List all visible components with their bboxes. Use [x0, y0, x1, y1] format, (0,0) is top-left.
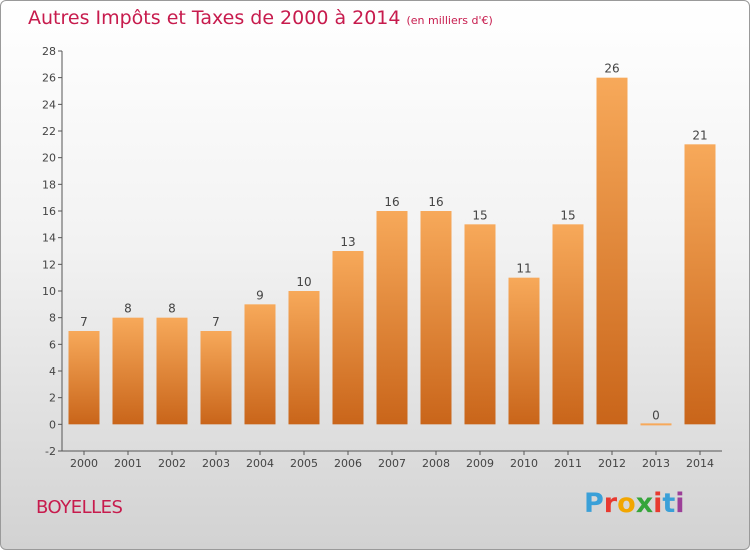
y-tick-label: 22 — [42, 125, 56, 138]
logo-letter: t — [662, 488, 676, 519]
data-label: 7 — [212, 315, 220, 329]
bar — [464, 224, 496, 425]
bar — [200, 331, 232, 425]
logo-letter: P — [584, 488, 604, 519]
x-tick-label: 2004 — [246, 457, 274, 470]
proxiti-logo[interactable]: Proxiti — [584, 488, 685, 519]
bar — [332, 251, 364, 425]
data-label: 16 — [384, 195, 399, 209]
data-label: 8 — [168, 302, 176, 316]
y-tick-label: 26 — [42, 72, 56, 85]
data-label: 11 — [516, 262, 531, 276]
chart-subtitle: (en milliers d'€) — [406, 14, 493, 27]
data-label: 13 — [340, 235, 355, 249]
x-tick-label: 2003 — [202, 457, 230, 470]
bar — [156, 317, 188, 425]
bar — [684, 144, 716, 425]
data-label: 0 — [652, 408, 660, 422]
x-tick-label: 2002 — [158, 457, 186, 470]
data-label: 10 — [296, 275, 311, 289]
y-tick-label: 6 — [49, 338, 56, 351]
x-tick-label: 2011 — [554, 457, 582, 470]
data-labels: 7 8 8 7 9 10 13 16 16 15 11 15 26 0 21 — [80, 62, 707, 423]
x-tick-label: 2009 — [466, 457, 494, 470]
y-tick-label: 14 — [42, 232, 56, 245]
bar — [552, 224, 584, 425]
logo-letter: r — [603, 488, 618, 519]
x-tick-label: 2006 — [334, 457, 362, 470]
data-label: 21 — [692, 128, 707, 142]
x-tick-label: 2014 — [686, 457, 714, 470]
bar — [596, 77, 628, 425]
data-label: 15 — [560, 208, 575, 222]
data-label: 16 — [428, 195, 443, 209]
y-tick-label: 16 — [42, 205, 56, 218]
logo-letter: i — [653, 488, 663, 519]
bar — [376, 211, 408, 425]
chart-title: Autres Impôts et Taxes de 2000 à 2014 — [28, 7, 401, 29]
logo-letter: i — [675, 488, 685, 519]
x-tick-label: 2007 — [378, 457, 406, 470]
bar — [68, 331, 100, 425]
data-label: 26 — [604, 62, 619, 76]
y-tick-label: 2 — [49, 392, 56, 405]
x-tick-label: 2010 — [510, 457, 538, 470]
bar — [288, 291, 320, 425]
commune-name: BOYELLES — [36, 497, 123, 518]
y-tick-label: 0 — [49, 418, 56, 431]
logo-letter: o — [617, 488, 636, 519]
data-label: 9 — [256, 288, 264, 302]
y-tick-label: 10 — [42, 285, 56, 298]
bar — [420, 211, 452, 425]
y-tick-label: 24 — [42, 98, 56, 111]
data-label: 15 — [472, 208, 487, 222]
y-tick-label: 18 — [42, 178, 56, 191]
x-tick-label: 2012 — [598, 457, 626, 470]
logo-letter: x — [635, 488, 654, 519]
data-label: 7 — [80, 315, 88, 329]
data-label: 8 — [124, 302, 132, 316]
x-tick-label: 2000 — [70, 457, 98, 470]
bars — [68, 77, 716, 426]
bar — [112, 317, 144, 425]
bar — [244, 304, 276, 425]
x-tick-label: 2008 — [422, 457, 450, 470]
y-tick-label: 28 — [42, 45, 56, 58]
y-tick-label: 20 — [42, 152, 56, 165]
x-tick-label: 2005 — [290, 457, 318, 470]
x-tick-label: 2001 — [114, 457, 142, 470]
x-tick-label: 2013 — [642, 457, 670, 470]
y-tick-label: -2 — [45, 445, 56, 458]
y-tick-label: 8 — [49, 312, 56, 325]
chart-title-wrap: Autres Impôts et Taxes de 2000 à 2014 (en… — [28, 7, 493, 29]
y-tick-label: 4 — [49, 365, 56, 378]
y-tick-label: 12 — [42, 258, 56, 271]
bar — [508, 277, 540, 425]
